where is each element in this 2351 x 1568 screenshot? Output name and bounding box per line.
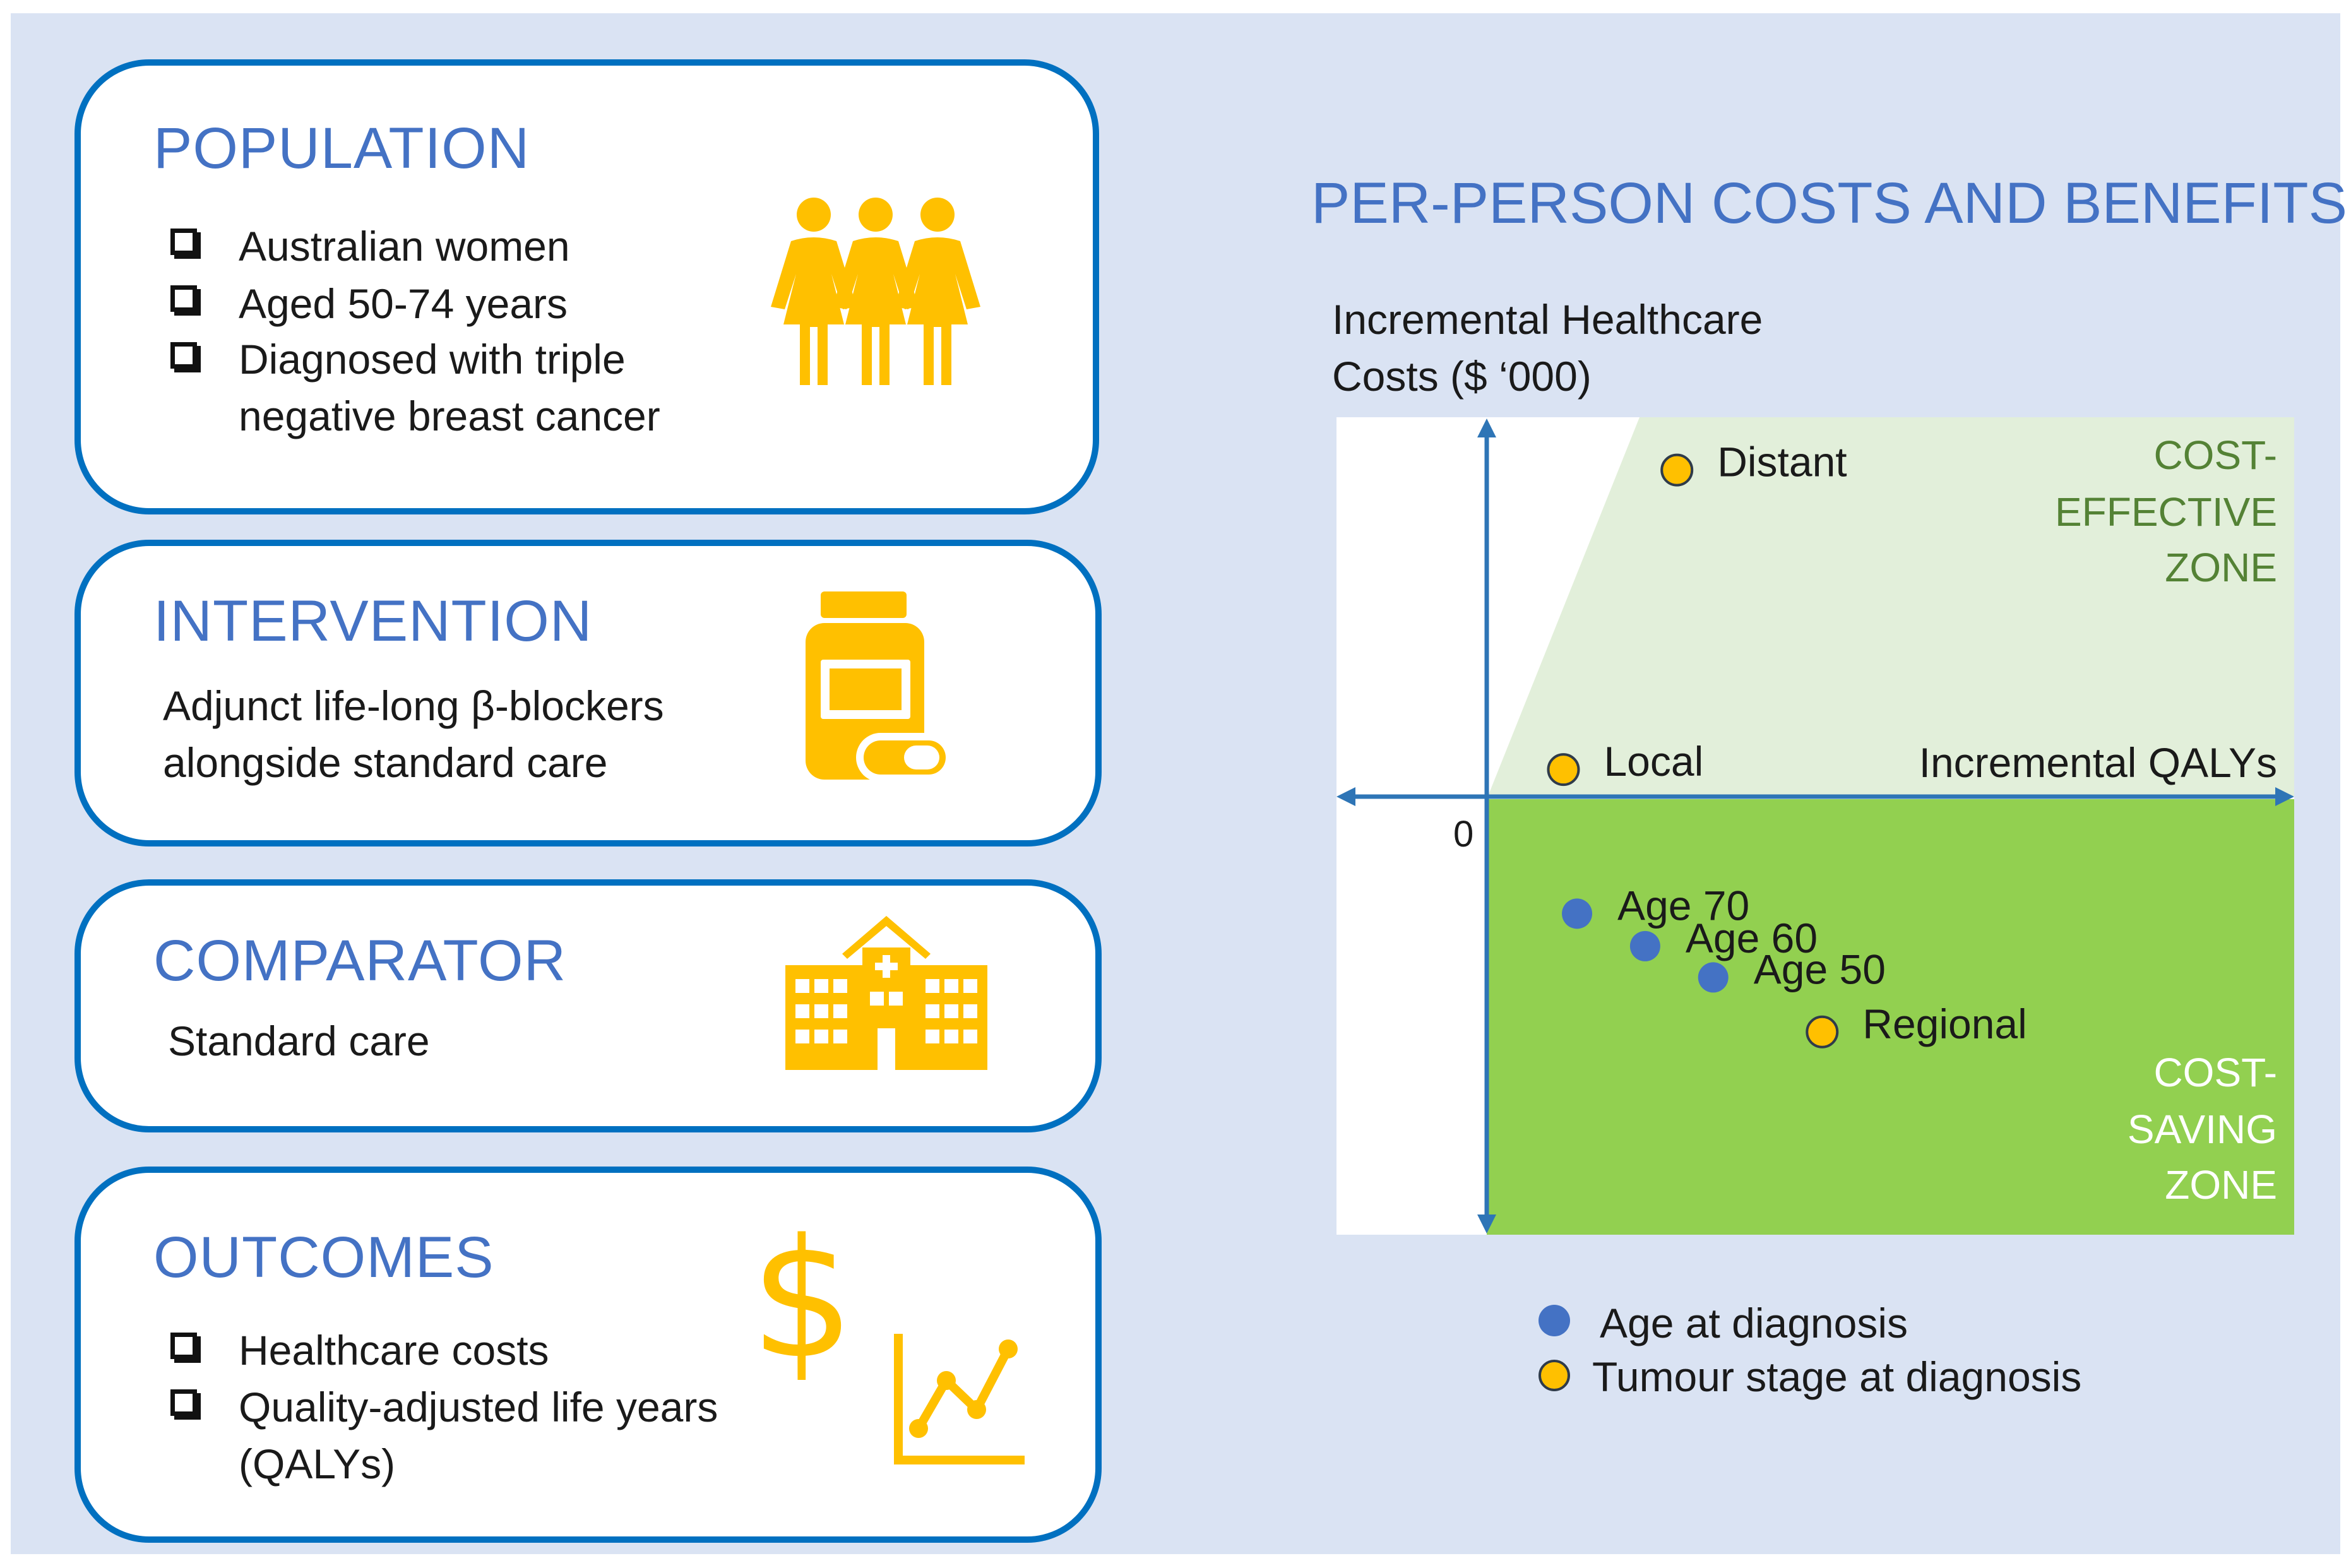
effective-zone-label: ZONE xyxy=(2165,545,2277,590)
data-point-age-60 xyxy=(1629,930,1660,961)
intervention-line: alongside standard care xyxy=(163,739,608,786)
data-label-age-70: Age 70 xyxy=(1617,882,1749,929)
svg-text:$: $ xyxy=(758,1216,847,1380)
data-label-local: Local xyxy=(1604,738,1703,785)
checkbox-icon xyxy=(170,1333,197,1359)
chart-title: PER-PERSON COSTS AND BENEFITS xyxy=(1311,171,2347,235)
cost-effective-zone xyxy=(1488,417,2294,796)
data-label-distant: Distant xyxy=(1717,439,1847,485)
population-item-continuation: negative breast cancer xyxy=(239,393,660,439)
line-chart-icon xyxy=(894,1334,1025,1464)
saving-zone-label: SAVING xyxy=(2128,1107,2277,1152)
cost-effectiveness-plane: 0 Incremental QALYs COST- EFFECTIVE ZONE… xyxy=(1336,417,2294,1235)
comparator-title: COMPARATOR xyxy=(153,929,567,993)
legend-age-dot xyxy=(1539,1305,1570,1336)
legend-stage-dot xyxy=(1539,1360,1570,1391)
intervention-title: INTERVENTION xyxy=(153,589,593,653)
outcomes-item: Healthcare costs xyxy=(239,1327,549,1374)
figure-canvas: POPULATION Australian women Aged 50-74 y… xyxy=(11,13,2347,1554)
dollar-icon: $ xyxy=(758,1216,847,1380)
outcomes-item: Quality-adjusted life years xyxy=(239,1384,718,1430)
checkbox-icon xyxy=(170,1389,197,1416)
data-point-distant xyxy=(1660,453,1694,487)
people-icon xyxy=(771,198,980,385)
hospital-icon xyxy=(785,916,987,1070)
y-axis-arrow-bottom xyxy=(1477,1215,1496,1233)
x-axis-arrow-right xyxy=(2275,787,2294,806)
x-axis-label: Incremental QALYs xyxy=(1919,739,2277,786)
data-label-age-60: Age 60 xyxy=(1686,915,1818,961)
data-point-age-70 xyxy=(1562,898,1593,929)
intervention-card: INTERVENTION Adjunct life-long β-blocker… xyxy=(74,540,1102,846)
effective-zone-label: EFFECTIVE xyxy=(2055,489,2277,535)
data-point-regional xyxy=(1806,1015,1839,1048)
cost-saving-zone xyxy=(1487,799,2294,1235)
outcomes-item-continuation: (QALYs) xyxy=(239,1440,396,1487)
checkbox-icon xyxy=(170,342,197,369)
population-card: POPULATION Australian women Aged 50-74 y… xyxy=(74,59,1099,514)
population-item: Diagnosed with triple xyxy=(239,336,626,383)
population-title: POPULATION xyxy=(153,116,530,181)
outcomes-title: OUTCOMES xyxy=(153,1225,494,1290)
data-point-local xyxy=(1547,753,1580,787)
outcomes-card: OUTCOMES Healthcare costs Quality-adjust… xyxy=(74,1167,1102,1543)
medicine-bottle-icon xyxy=(806,591,951,782)
checkbox-icon xyxy=(170,229,197,255)
legend-age-label: Age at diagnosis xyxy=(1600,1300,1908,1346)
comparator-line: Standard care xyxy=(168,1018,430,1064)
x-axis-arrow-left xyxy=(1336,787,1355,806)
legend-stage-label: Tumour stage at diagnosis xyxy=(1592,1353,2082,1400)
y-axis-label-line2: Costs ($ ‘000) xyxy=(1332,353,1592,400)
data-label-regional: Regional xyxy=(1862,1001,2027,1047)
intervention-line: Adjunct life-long β-blockers xyxy=(163,682,664,729)
saving-zone-label: ZONE xyxy=(2165,1162,2277,1208)
data-point-age-50 xyxy=(1698,962,1729,993)
y-axis-arrow-top xyxy=(1477,419,1496,437)
comparator-card: COMPARATOR Standard care xyxy=(74,879,1102,1132)
population-item: Aged 50-74 years xyxy=(239,280,568,327)
data-label-age-50: Age 50 xyxy=(1754,946,1886,992)
y-axis-label: Incremental Healthcare xyxy=(1332,296,1763,343)
saving-zone-label: COST- xyxy=(2153,1050,2277,1095)
checkbox-icon xyxy=(170,285,197,312)
population-item: Australian women xyxy=(239,223,570,270)
effective-zone-label: COST- xyxy=(2153,432,2277,478)
origin-label: 0 xyxy=(1453,814,1473,855)
